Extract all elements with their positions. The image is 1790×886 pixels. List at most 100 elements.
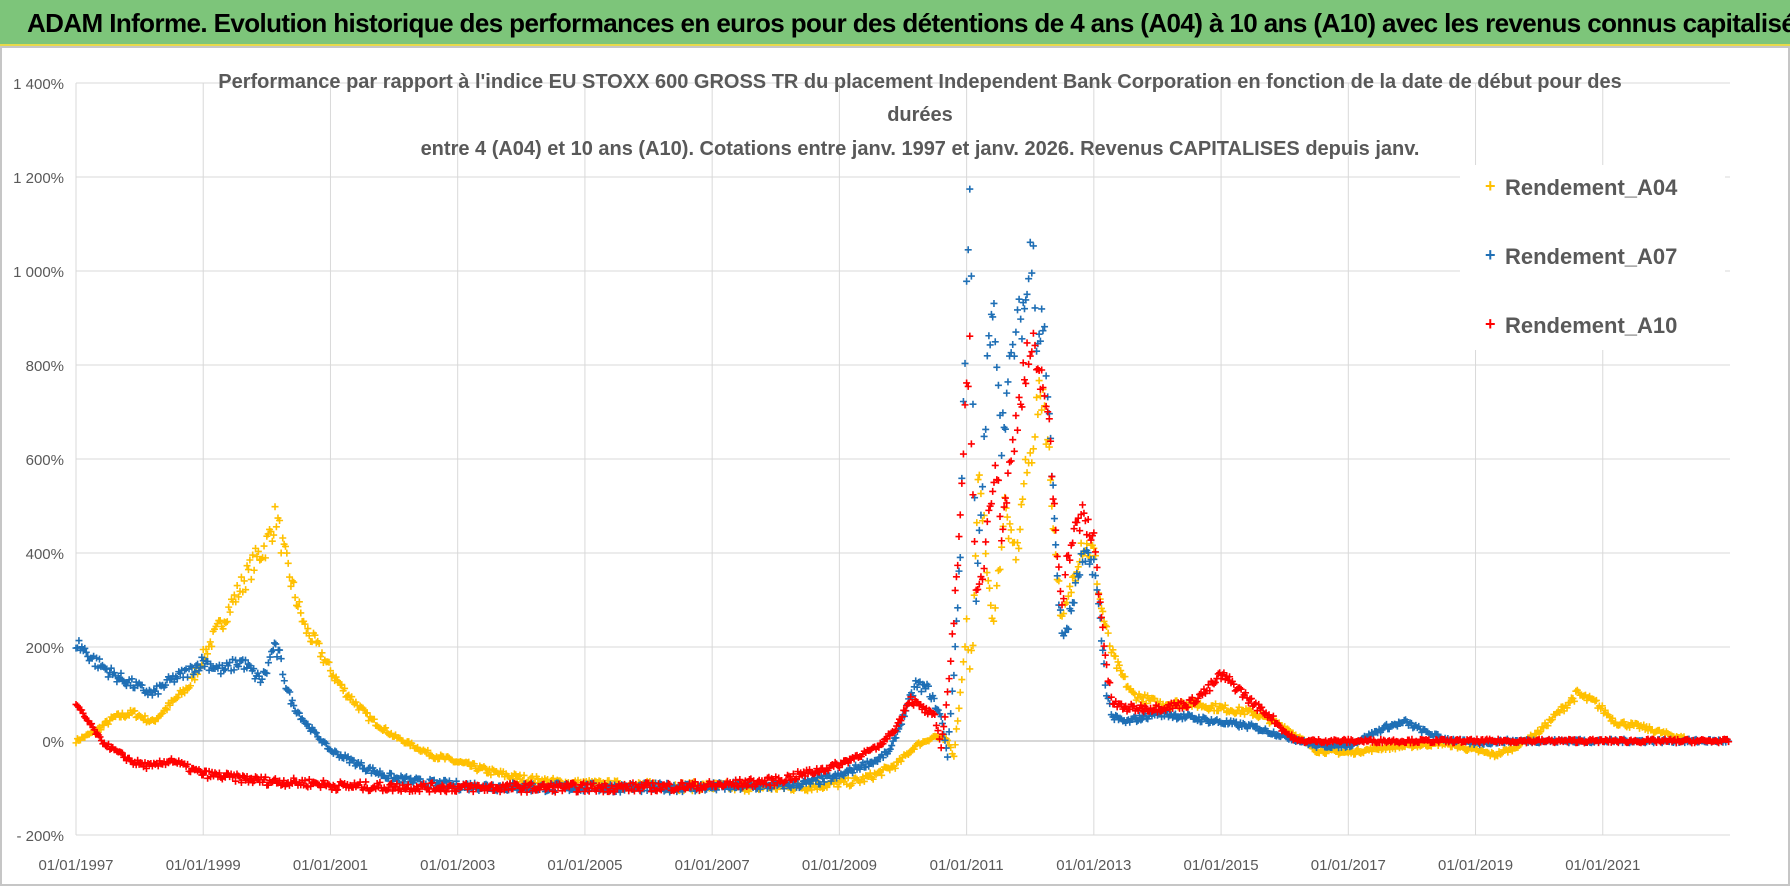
data-point <box>897 757 905 765</box>
data-point <box>993 582 1001 590</box>
data-point <box>162 681 170 689</box>
data-point <box>141 712 149 720</box>
data-point <box>768 785 776 793</box>
data-point <box>1107 693 1115 701</box>
data-point <box>741 777 749 785</box>
data-point <box>1570 697 1578 705</box>
data-point <box>268 648 276 656</box>
data-point <box>955 533 963 541</box>
data-point <box>944 753 952 761</box>
data-point <box>972 597 980 605</box>
data-point <box>958 479 966 487</box>
data-point <box>287 582 295 590</box>
data-point <box>979 483 987 491</box>
legend-item-a10: + Rendement_A10 <box>1485 313 1677 339</box>
data-point <box>1253 722 1261 730</box>
data-point <box>1626 723 1634 731</box>
data-point <box>1038 366 1046 374</box>
data-point <box>654 780 662 788</box>
data-point <box>1058 601 1066 609</box>
data-point <box>206 638 214 646</box>
y-tick-label: 400% <box>26 546 64 563</box>
data-point <box>982 425 990 433</box>
data-point <box>944 688 952 696</box>
data-point <box>991 604 999 612</box>
data-point <box>384 785 392 793</box>
data-point <box>187 682 195 690</box>
data-point <box>1064 592 1072 600</box>
data-point <box>1006 458 1014 466</box>
x-tick-label: 01/01/2005 <box>547 857 622 874</box>
data-point <box>290 578 298 586</box>
data-point <box>1031 304 1039 312</box>
data-point <box>1138 698 1146 706</box>
data-point <box>1194 694 1202 702</box>
y-tick-label: 600% <box>26 452 64 469</box>
data-point <box>963 277 971 285</box>
data-point <box>1086 560 1094 568</box>
data-point <box>117 669 125 677</box>
data-point <box>226 608 234 616</box>
data-point <box>138 681 146 689</box>
data-point <box>756 785 764 793</box>
data-point <box>1725 738 1733 746</box>
data-point <box>1005 535 1013 543</box>
data-point <box>1039 327 1047 335</box>
data-point <box>565 783 573 791</box>
data-point <box>240 577 248 585</box>
data-point <box>745 787 753 795</box>
data-point <box>1006 520 1014 528</box>
data-point <box>983 352 991 360</box>
data-point <box>934 706 942 714</box>
data-point <box>986 584 994 592</box>
data-point <box>691 778 699 786</box>
data-point <box>176 669 184 677</box>
data-point <box>592 787 600 795</box>
data-point <box>892 734 900 742</box>
data-point <box>977 490 985 498</box>
data-point <box>225 603 233 611</box>
x-tick-label: 01/01/2015 <box>1184 857 1259 874</box>
data-point <box>317 653 325 661</box>
data-point <box>551 788 559 796</box>
data-point <box>838 760 846 768</box>
data-point <box>1029 329 1037 337</box>
data-point <box>376 778 384 786</box>
data-point <box>311 631 319 639</box>
data-point <box>1084 549 1092 557</box>
data-point <box>488 781 496 789</box>
data-point <box>1181 714 1189 722</box>
data-point <box>1014 539 1022 547</box>
data-point <box>1214 670 1222 678</box>
data-point <box>1080 509 1088 517</box>
data-point <box>73 702 81 710</box>
data-point <box>441 787 449 795</box>
data-point <box>913 683 921 691</box>
data-point <box>1191 699 1199 707</box>
data-point <box>980 565 988 573</box>
data-point <box>424 746 432 754</box>
data-point <box>1232 718 1240 726</box>
data-point <box>1242 689 1250 697</box>
x-tick-label: 01/01/2009 <box>802 857 877 874</box>
data-point <box>1038 406 1046 414</box>
data-point <box>1028 348 1036 356</box>
data-point <box>987 500 995 508</box>
data-point <box>315 639 323 647</box>
data-point <box>1010 352 1018 360</box>
data-point <box>1049 495 1057 503</box>
data-point <box>963 379 971 387</box>
data-point <box>879 740 887 748</box>
data-point <box>142 765 150 773</box>
data-point <box>307 782 315 790</box>
data-point <box>958 676 966 684</box>
data-point <box>1041 392 1049 400</box>
data-point <box>118 749 126 757</box>
data-point <box>1504 748 1512 756</box>
data-point <box>966 185 974 193</box>
data-point <box>264 659 272 667</box>
data-point <box>1256 705 1264 713</box>
data-point <box>951 643 959 651</box>
data-point <box>191 676 199 684</box>
data-point <box>513 780 521 788</box>
